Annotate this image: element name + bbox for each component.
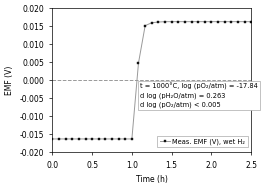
Meas. EMF (V), wet H₂ — [177, 21, 180, 23]
Meas. EMF (V), wet H₂ — [91, 138, 94, 140]
Line: Meas. EMF (V), wet H₂: Meas. EMF (V), wet H₂ — [51, 20, 253, 140]
Meas. EMF (V), wet H₂ — [170, 21, 173, 23]
Meas. EMF (V), wet H₂ — [137, 62, 140, 64]
Meas. EMF (V), wet H₂ — [77, 138, 80, 140]
Meas. EMF (V), wet H₂ — [210, 21, 213, 23]
Meas. EMF (V), wet H₂ — [250, 21, 253, 23]
Meas. EMF (V), wet H₂ — [57, 138, 61, 140]
Meas. EMF (V), wet H₂ — [243, 21, 246, 23]
Meas. EMF (V), wet H₂ — [51, 138, 54, 140]
Meas. EMF (V), wet H₂ — [190, 21, 193, 23]
Meas. EMF (V), wet H₂ — [117, 138, 120, 140]
Meas. EMF (V), wet H₂ — [124, 138, 127, 140]
Meas. EMF (V), wet H₂ — [163, 21, 167, 23]
Meas. EMF (V), wet H₂ — [230, 21, 233, 23]
Meas. EMF (V), wet H₂ — [71, 138, 74, 140]
Legend: Meas. EMF (V), wet H₂: Meas. EMF (V), wet H₂ — [157, 136, 248, 147]
Meas. EMF (V), wet H₂ — [196, 21, 200, 23]
Meas. EMF (V), wet H₂ — [183, 21, 187, 23]
Meas. EMF (V), wet H₂ — [223, 21, 226, 23]
Meas. EMF (V), wet H₂ — [144, 25, 147, 27]
Meas. EMF (V), wet H₂ — [97, 138, 100, 140]
Meas. EMF (V), wet H₂ — [203, 21, 206, 23]
Meas. EMF (V), wet H₂ — [157, 21, 160, 23]
Meas. EMF (V), wet H₂ — [84, 138, 87, 140]
Meas. EMF (V), wet H₂ — [110, 138, 113, 140]
Meas. EMF (V), wet H₂ — [236, 21, 239, 23]
Meas. EMF (V), wet H₂ — [64, 138, 67, 140]
Meas. EMF (V), wet H₂ — [130, 138, 133, 140]
Meas. EMF (V), wet H₂ — [104, 138, 107, 140]
Y-axis label: EMF (V): EMF (V) — [5, 66, 14, 95]
Meas. EMF (V), wet H₂ — [216, 21, 220, 23]
Meas. EMF (V), wet H₂ — [150, 22, 153, 24]
X-axis label: Time (h): Time (h) — [136, 175, 168, 184]
Text: t = 1000°C, log (pO₂/atm) = -17.84
d log (pH₂O/atm) = 0.263
d log (pO₂/atm) < 0.: t = 1000°C, log (pO₂/atm) = -17.84 d log… — [140, 83, 258, 108]
